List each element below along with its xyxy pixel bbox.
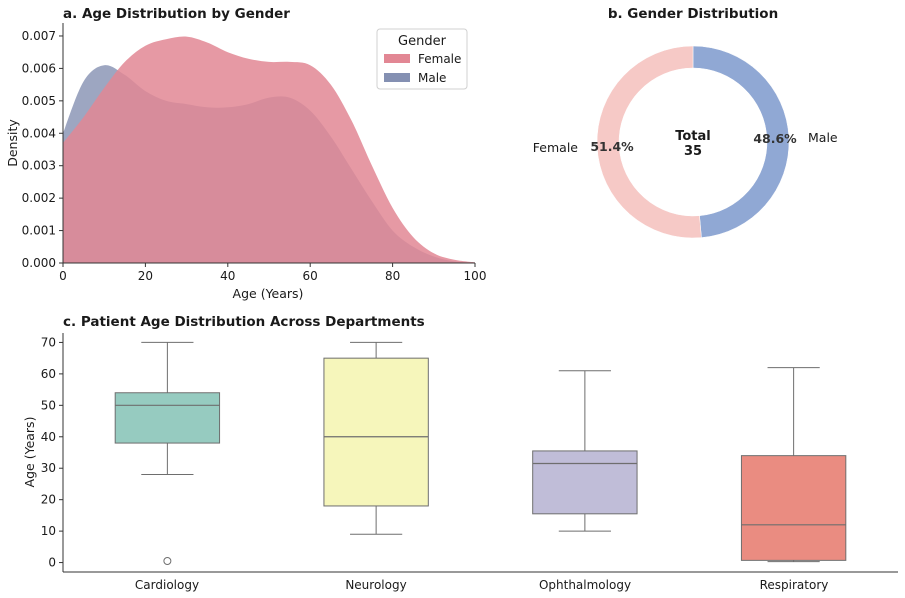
iqr-box-respiratory	[740, 455, 847, 561]
gender-donut-panel: b. Gender Distribution Total 35 Female 5…	[533, 6, 838, 239]
iqr-box-cardiology	[114, 392, 221, 444]
gender-donut-title: b. Gender Distribution	[608, 6, 778, 22]
donut-slice-female	[596, 45, 702, 239]
gender-legend: Gender Female Male	[376, 28, 468, 90]
box-neurology	[323, 341, 429, 535]
donut-label-female: Female	[533, 140, 579, 155]
density-y-tick-label: 0.007	[22, 29, 56, 43]
density-y-tick-label: 0.005	[22, 94, 56, 108]
boxplot-x-tick-ophthalmology: Ophthalmology	[539, 578, 631, 592]
department-boxplot-panel: c. Patient Age Distribution Across Depar…	[22, 314, 898, 592]
density-x-tick-label: 80	[385, 269, 400, 283]
boxplot-boxes	[114, 341, 847, 565]
legend-title: Gender	[398, 34, 447, 49]
boxplot-x-tick-neurology: Neurology	[345, 578, 406, 592]
outlier-cardiology	[163, 556, 172, 565]
age-density-panel: a. Age Distribution by Gender 0.000 0.001…	[5, 6, 486, 301]
legend-swatch-female	[384, 54, 410, 63]
box-ophthalmology	[532, 370, 638, 532]
density-x-tick-label: 0	[59, 269, 67, 283]
density-y-tick-label: 0.003	[22, 159, 56, 173]
density-y-tick-label: 0.004	[22, 126, 56, 140]
boxplot-y-tick-label: 20	[41, 493, 56, 507]
legend-label-female: Female	[418, 52, 461, 66]
boxplot-x-tick-cardiology: Cardiology	[135, 578, 199, 592]
density-y-tick-label: 0.006	[22, 61, 56, 75]
age-density-title: a. Age Distribution by Gender	[63, 6, 290, 22]
density-x-tick-label: 100	[464, 269, 487, 283]
density-y-label: Density	[5, 119, 20, 167]
density-x-ticks: 0 20 40 60 80 100	[59, 263, 486, 283]
box-cardiology	[114, 341, 221, 565]
density-x-tick-label: 40	[220, 269, 235, 283]
density-areas	[63, 36, 475, 263]
donut-center-label: Total	[675, 129, 711, 144]
donut-slices	[596, 45, 790, 239]
donut-label-male: Male	[808, 130, 838, 145]
boxplot-title: c. Patient Age Distribution Across Depar…	[63, 314, 425, 330]
density-x-tick-label: 60	[303, 269, 318, 283]
density-y-tick-label: 0.001	[22, 224, 56, 238]
density-y-ticks: 0.000 0.001 0.002 0.003 0.004 0.005 0.006 0.007	[22, 29, 63, 270]
density-x-label: Age (Years)	[233, 286, 304, 301]
density-y-tick-label: 0.002	[22, 191, 56, 205]
boxplot-y-label: Age (Years)	[22, 417, 37, 488]
iqr-box-ophthalmology	[532, 450, 638, 515]
density-x-tick-label: 20	[138, 269, 153, 283]
boxplot-y-tick-label: 30	[41, 461, 56, 475]
box-respiratory	[740, 367, 847, 563]
iqr-box-neurology	[323, 357, 429, 507]
donut-center-total: 35	[684, 144, 702, 159]
boxplot-x-tick-respiratory: Respiratory	[760, 578, 829, 592]
donut-pct-female: 51.4%	[590, 139, 634, 154]
boxplot-y-tick-label: 70	[41, 335, 56, 349]
donut-pct-male: 48.6%	[753, 131, 797, 146]
density-y-tick-label: 0.000	[22, 256, 56, 270]
legend-label-male: Male	[418, 71, 446, 85]
boxplot-y-tick-label: 0	[48, 556, 56, 570]
boxplot-y-tick-label: 40	[41, 430, 56, 444]
boxplot-y-ticks: 0 10 20 30 40 50 60 70	[41, 335, 63, 570]
legend-swatch-male	[384, 73, 410, 82]
donut-slice-male	[692, 45, 790, 238]
density-area-female	[63, 36, 475, 263]
boxplot-y-tick-label: 50	[41, 398, 56, 412]
boxplot-y-tick-label: 10	[41, 524, 56, 538]
boxplot-y-tick-label: 60	[41, 367, 56, 381]
